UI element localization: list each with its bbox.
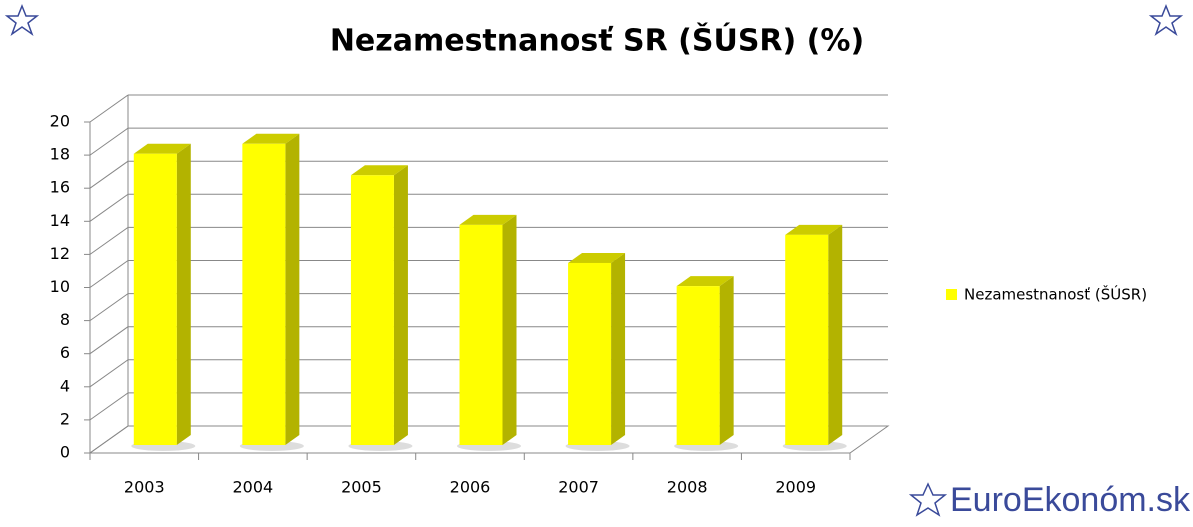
grid-line	[89, 392, 129, 421]
x-tick-label: 2008	[667, 478, 708, 497]
bar-top	[350, 165, 408, 176]
bar-side	[393, 165, 408, 446]
y-tick-label: 6	[60, 343, 70, 362]
x-tick-label: 2006	[450, 478, 491, 497]
bar	[676, 286, 720, 445]
bar-side	[285, 133, 300, 446]
bar	[568, 262, 612, 445]
brand: EuroEkonóm.sk	[950, 481, 1191, 519]
grid-line	[89, 359, 129, 388]
bar-top	[459, 214, 517, 225]
bar-side	[611, 252, 626, 445]
legend-label: Nezamestnanosť (ŠÚSR)	[964, 285, 1147, 304]
bar-side	[719, 276, 734, 445]
x-tick-label: 2003	[124, 478, 165, 497]
bar-top	[133, 143, 191, 154]
decor-stars	[4, 3, 1184, 517]
chart-title: Nezamestnanosť SR (ŠÚSR) (%)	[330, 22, 864, 59]
x-tick-label: 2004	[232, 478, 273, 497]
y-tick-label: 20	[50, 112, 70, 131]
x-tick-label: 2007	[558, 478, 599, 497]
grid-line	[89, 260, 129, 288]
y-tick-label: 14	[50, 211, 70, 230]
grid-line	[89, 160, 129, 189]
grid-line	[89, 127, 129, 156]
bar	[242, 143, 286, 446]
y-tick-label: 2	[60, 409, 70, 428]
bar-side	[828, 224, 843, 445]
grid-line	[89, 94, 129, 123]
y-tick-label: 12	[50, 244, 70, 263]
grid-line	[89, 425, 129, 454]
grid-line	[89, 226, 129, 255]
bar	[785, 234, 829, 445]
grid-line	[89, 293, 129, 322]
y-tick-label: 10	[50, 277, 70, 296]
bar-top	[676, 276, 734, 287]
bar-top	[785, 224, 843, 235]
x-tick-label: 2005	[341, 478, 382, 497]
bar	[133, 153, 177, 445]
bar	[459, 224, 503, 445]
legend-swatch	[946, 289, 957, 300]
y-tick-label: 18	[50, 145, 70, 164]
y-tick-label: 4	[60, 376, 70, 395]
x-tick-label: 2009	[775, 478, 816, 497]
grid-line	[89, 193, 129, 222]
bar-top	[242, 133, 300, 144]
bar	[350, 175, 394, 446]
y-tick-label: 8	[60, 310, 70, 329]
y-tick-label: 0	[60, 443, 70, 462]
bar-side	[502, 214, 517, 445]
bar-side	[176, 143, 191, 445]
y-tick-label: 16	[50, 178, 70, 197]
bar-top	[568, 252, 626, 263]
grid-line	[89, 326, 129, 355]
